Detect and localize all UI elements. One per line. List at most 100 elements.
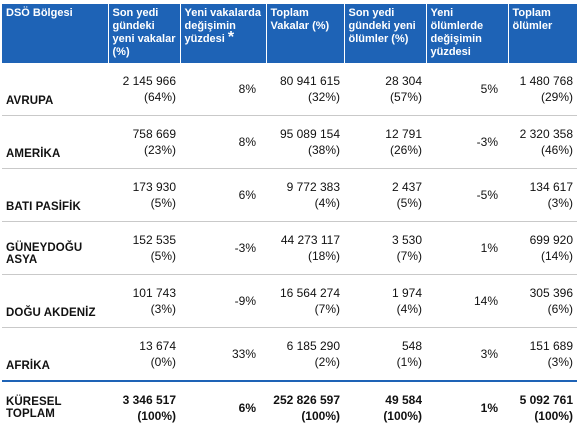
deaths-change-cell: 1%	[480, 401, 498, 415]
total-deaths-cell: 699 920 (14%)	[508, 221, 577, 275]
total-deaths-share: (14%)	[540, 249, 573, 263]
new-deaths-value: 49 584	[385, 393, 422, 407]
new-deaths-share: (26%)	[389, 143, 422, 157]
table-row: GÜNEYDOĞU ASYA 152 535 (5%) -3% 44 273 117 (1…	[2, 221, 577, 275]
table-row: AFRİKA 13 674 (0%) 33% 6 185 290 (2%) 548 (1%) 3…	[2, 327, 577, 382]
header-cases-change-label: Yeni vakalarda değişimin yüzdesi	[184, 7, 261, 45]
new-cases-value: 101 743	[132, 286, 176, 300]
new-deaths-value: 12 791	[385, 127, 422, 141]
table-row: AVRUPA 2 145 966 (64%) 8% 80 941 615 (32%) 28 …	[2, 63, 577, 116]
deaths-change-cell: 1%	[426, 221, 508, 275]
new-deaths-share: (57%)	[389, 90, 422, 104]
new-deaths-share: (100%)	[383, 409, 422, 423]
total-deaths-value: 134 617	[529, 180, 573, 194]
new-cases-value: 152 535	[132, 233, 176, 247]
total-deaths-share: (3%)	[547, 355, 573, 369]
new-deaths-cell: 28 304 (57%)	[344, 63, 426, 116]
new-cases-cell: 152 535 (5%)	[108, 221, 180, 275]
region-name: AVRUPA	[2, 63, 108, 116]
total-row: KÜRESEL TOPLAM 3 346 517 (100%) 6% 252 826 5…	[2, 381, 577, 434]
new-deaths-cell: 12 791 (26%)	[344, 115, 426, 169]
new-deaths-value: 28 304	[385, 74, 422, 88]
total-cases-value: 80 941 615	[279, 74, 340, 88]
new-deaths-share: (4%)	[396, 302, 422, 316]
new-deaths-cell: 49 584 (100%)	[344, 381, 426, 434]
total-cases-cell: 95 089 154 (38%)	[266, 115, 344, 169]
total-deaths-cell: 305 396 (6%)	[508, 274, 577, 328]
new-cases-cell: 758 669 (23%)	[108, 115, 180, 169]
total-deaths-share: (3%)	[547, 196, 573, 210]
total-cases-value: 9 772 383	[286, 180, 340, 194]
new-cases-value: 173 930	[132, 180, 176, 194]
total-deaths-cell: 134 617 (3%)	[508, 168, 577, 222]
new-cases-cell: 2 145 966 (64%)	[108, 63, 180, 116]
new-cases-share: (0%)	[150, 355, 176, 369]
new-cases-share: (23%)	[143, 143, 176, 157]
region-name: GÜNEYDOĞU ASYA	[2, 221, 108, 275]
new-deaths-cell: 3 530 (7%)	[344, 221, 426, 275]
cases-change-cell: 8%	[180, 115, 266, 169]
cases-change-cell: 6%	[238, 401, 256, 415]
total-deaths-value: 5 092 761	[519, 393, 573, 407]
deaths-change-cell: 5%	[426, 63, 508, 116]
total-cases-share: (7%)	[314, 302, 340, 316]
total-cases-share: (38%)	[307, 143, 340, 157]
new-deaths-value: 548	[401, 339, 422, 353]
table-row: BATI PASİFİK 173 930 (5%) 6% 9 772 383 (4%) 2 …	[2, 168, 577, 222]
total-deaths-cell: 2 320 358 (46%)	[508, 115, 577, 169]
total-cases-share: (18%)	[307, 249, 340, 263]
total-deaths-value: 1 480 768	[519, 74, 573, 88]
who-regions-table: DSÖ Bölgesi Son yedi gündeki yeni vakala…	[2, 4, 577, 434]
total-deaths-cell: 5 092 761 (100%)	[508, 381, 577, 434]
total-cases-value: 44 273 117	[280, 233, 340, 247]
new-deaths-cell: 1 974 (4%)	[344, 274, 426, 328]
total-deaths-share: (29%)	[540, 90, 573, 104]
new-cases-cell: 101 743 (3%)	[108, 274, 180, 328]
deaths-change-cell: 3%	[426, 327, 508, 382]
total-deaths-cell: 1 480 768 (29%)	[508, 63, 577, 116]
new-deaths-value: 3 530	[391, 233, 422, 247]
table-row: DOĞU AKDENİZ 101 743 (3%) -9% 16 564 274 (7%)…	[2, 274, 577, 328]
total-cases-cell: 44 273 117 (18%)	[266, 221, 344, 275]
region-name: DOĞU AKDENİZ	[2, 274, 108, 328]
cases-change-cell: 6%	[180, 168, 266, 222]
deaths-change-cell: 14%	[426, 274, 508, 328]
new-deaths-cell: 2 437 (5%)	[344, 168, 426, 222]
new-cases-cell: 173 930 (5%)	[108, 168, 180, 222]
header-new-cases: Son yedi gündeki yeni vakalar (%)	[108, 4, 181, 63]
total-cases-cell: 6 185 290 (2%)	[266, 327, 344, 382]
total-cases-value: 95 089 154	[279, 127, 340, 141]
region-name: AMERİKA	[2, 115, 108, 169]
new-cases-share: (5%)	[150, 196, 176, 210]
header-deaths-change: Yeni ölümlerde değişimin yüzdesi	[426, 4, 509, 63]
total-cases-cell: 252 826 597 (100%)	[266, 381, 344, 434]
total-cases-share: (32%)	[307, 90, 340, 104]
new-deaths-value: 1 974	[391, 286, 422, 300]
total-deaths-share: (6%)	[547, 302, 573, 316]
new-deaths-share: (7%)	[396, 249, 422, 263]
total-cases-cell: 9 772 383 (4%)	[266, 168, 344, 222]
new-deaths-share: (5%)	[396, 196, 422, 210]
total-deaths-share: (46%)	[540, 143, 573, 157]
total-cases-share: (100%)	[301, 409, 340, 423]
total-deaths-value: 699 920	[529, 233, 573, 247]
new-cases-value: 3 346 517	[122, 393, 176, 407]
total-deaths-share: (100%)	[534, 409, 573, 423]
cases-change-cell: -3%	[180, 221, 266, 275]
new-cases-value: 13 674	[139, 339, 176, 353]
new-cases-cell: 3 346 517 (100%)	[108, 381, 180, 434]
region-name: AFRİKA	[2, 327, 108, 382]
total-cases-share: (4%)	[314, 196, 340, 210]
new-deaths-cell: 548 (1%)	[344, 327, 426, 382]
header-star-mark: *	[227, 29, 235, 46]
header-row: DSÖ Bölgesi Son yedi gündeki yeni vakala…	[2, 4, 577, 63]
new-cases-value: 2 145 966	[122, 74, 176, 88]
new-cases-share: (3%)	[150, 302, 176, 316]
total-cases-cell: 16 564 274 (7%)	[266, 274, 344, 328]
header-total-deaths: Toplam ölümler	[508, 4, 577, 63]
total-deaths-cell: 151 689 (3%)	[508, 327, 577, 382]
total-deaths-value: 2 320 358	[519, 127, 573, 141]
new-deaths-value: 2 437	[391, 180, 422, 194]
header-new-deaths: Son yedi gündeki yeni ölümler (%)	[344, 4, 427, 63]
new-cases-cell: 13 674 (0%)	[108, 327, 180, 382]
